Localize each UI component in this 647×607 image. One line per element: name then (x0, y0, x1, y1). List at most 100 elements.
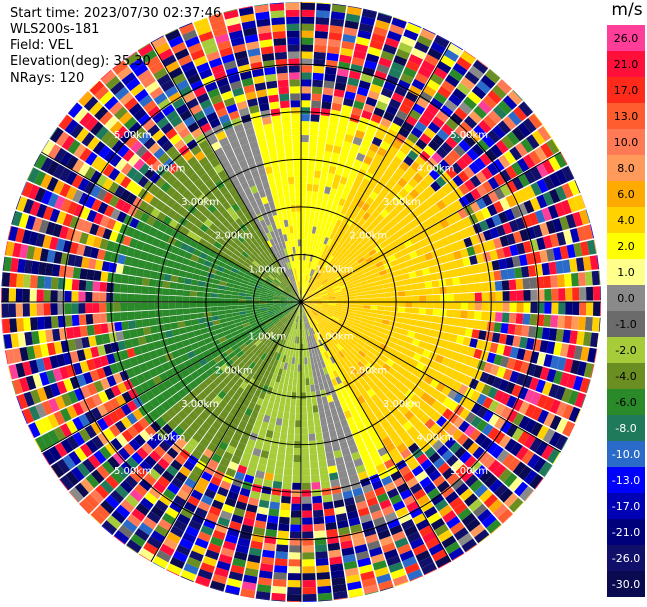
range-gate (270, 365, 277, 374)
range-gate (460, 302, 468, 310)
range-gate (366, 224, 375, 233)
range-gate (379, 199, 389, 209)
range-gate (310, 356, 314, 364)
range-gate (318, 346, 324, 354)
range-gate (426, 259, 436, 268)
range-gate (171, 41, 187, 54)
range-gate (273, 294, 281, 298)
range-gate (166, 110, 179, 122)
range-gate (440, 104, 454, 118)
range-gate (80, 206, 91, 220)
range-gate (166, 531, 181, 544)
range-gate (376, 288, 384, 294)
range-gate (474, 302, 482, 311)
range-gate (267, 307, 275, 311)
range-gate (479, 153, 492, 166)
range-gate (409, 358, 419, 368)
range-gate (433, 66, 448, 80)
range-gate (456, 82, 471, 96)
range-gate (198, 391, 208, 401)
range-gate (135, 220, 146, 232)
range-gate (263, 202, 271, 211)
range-gate (446, 203, 458, 215)
range-gate (175, 79, 190, 91)
range-gate (398, 307, 406, 313)
range-gate (398, 415, 409, 426)
range-gate (320, 171, 328, 180)
range-gate (153, 147, 166, 160)
range-gate (43, 289, 51, 302)
range-gate (198, 358, 208, 367)
range-gate (418, 556, 434, 569)
range-gate (126, 513, 142, 528)
range-gate (380, 586, 394, 592)
range-gate (301, 420, 308, 428)
range-gate (335, 167, 344, 176)
range-gate (161, 412, 172, 424)
range-gate (273, 572, 287, 580)
range-gate (17, 258, 26, 273)
range-gate (403, 355, 413, 365)
range-gate (320, 292, 328, 296)
range-gate (332, 233, 339, 242)
range-gate (375, 214, 385, 223)
range-gate (345, 13, 361, 23)
range-gate (393, 55, 408, 67)
range-gate (283, 309, 290, 315)
range-gate (542, 175, 555, 191)
range-gate (196, 297, 204, 302)
range-gate (321, 303, 329, 305)
range-gate (216, 347, 226, 356)
range-gate (551, 302, 559, 315)
range-gate (178, 270, 187, 278)
range-gate (255, 597, 270, 601)
range-gate (288, 419, 295, 428)
range-gate (566, 244, 576, 259)
range-gate (254, 339, 262, 347)
range-gate (485, 441, 499, 455)
range-gate (303, 274, 306, 282)
range-gate (28, 422, 41, 438)
range-gate (41, 140, 55, 156)
range-gate (177, 409, 188, 421)
range-gate (100, 480, 114, 494)
range-gate (425, 196, 436, 208)
range-gate (441, 123, 454, 136)
range-gate (12, 379, 23, 395)
range-gate (455, 464, 469, 477)
range-gate (212, 258, 221, 266)
range-gate (341, 40, 355, 50)
range-gate (296, 399, 301, 407)
range-gate (311, 363, 316, 371)
range-gate (371, 375, 380, 385)
range-gate (301, 357, 305, 365)
range-gate (375, 522, 389, 534)
range-gate (377, 347, 386, 355)
range-gate (227, 278, 235, 284)
range-gate (468, 65, 484, 80)
range-gate (144, 425, 157, 438)
range-gate (310, 205, 316, 213)
range-gate (381, 338, 390, 346)
range-gate (79, 360, 90, 373)
range-gate (101, 333, 111, 344)
range-gate (280, 332, 286, 340)
range-gate (128, 102, 143, 116)
range-gate (297, 371, 301, 379)
range-gate (375, 463, 387, 474)
range-gate (245, 302, 253, 305)
range-gate (194, 416, 205, 427)
range-gate (301, 86, 312, 94)
range-gate (395, 275, 403, 282)
range-gate (287, 300, 295, 302)
range-gate (329, 472, 339, 481)
range-gate (256, 267, 263, 274)
range-gate (166, 336, 176, 345)
range-gate (69, 242, 79, 255)
range-gate (301, 448, 309, 456)
range-gate (311, 93, 322, 102)
range-gate (389, 316, 398, 322)
range-gate (173, 239, 183, 249)
range-gate (369, 333, 378, 340)
range-gate (399, 103, 412, 115)
